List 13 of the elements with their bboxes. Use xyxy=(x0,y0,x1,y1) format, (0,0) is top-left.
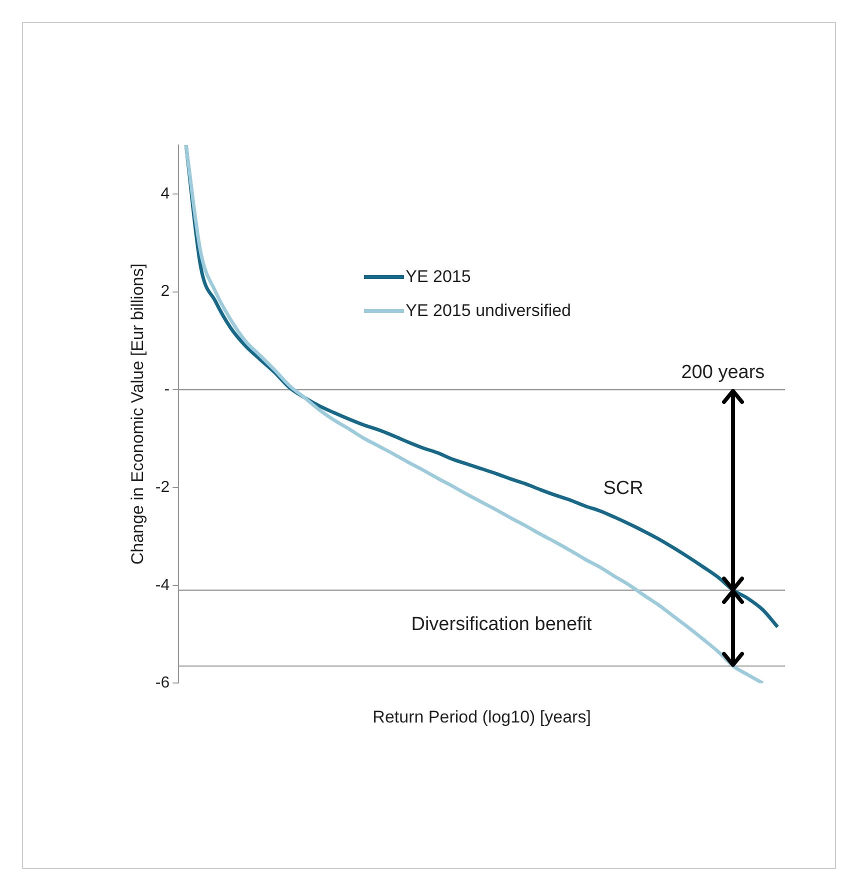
y-tick-label: -6 xyxy=(155,674,170,692)
annotation: 200 years xyxy=(681,362,765,384)
legend-label: YE 2015 undiversified xyxy=(406,301,572,321)
annotation: SCR xyxy=(603,478,644,500)
legend-label: YE 2015 xyxy=(406,267,471,287)
y-tick-label: 4 xyxy=(160,185,170,202)
y-tick-label: 2 xyxy=(160,283,170,300)
y-tick-label: -2 xyxy=(155,478,170,496)
y-axis-title: Change in Economic Value [Eur billions] xyxy=(128,264,147,565)
y-tick-label: -4 xyxy=(155,576,170,594)
annotation: Diversification benefit xyxy=(411,614,592,636)
y-tick-label: - xyxy=(164,381,170,398)
x-axis-title: Return Period (log10) [years] xyxy=(372,707,591,726)
